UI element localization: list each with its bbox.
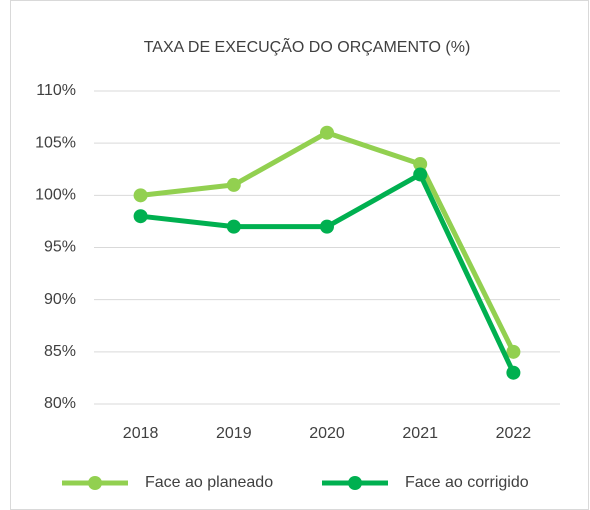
chart-title: TAXA DE EXECUÇÃO DO ORÇAMENTO (%) bbox=[144, 36, 471, 56]
point bbox=[133, 209, 148, 224]
point bbox=[226, 177, 241, 192]
y-tick-label: 80% bbox=[44, 395, 76, 412]
point bbox=[506, 344, 521, 359]
y-tick-label: 100% bbox=[35, 187, 76, 204]
legend-marker bbox=[348, 476, 362, 490]
x-tick-label: 2022 bbox=[496, 425, 532, 442]
point bbox=[320, 125, 334, 140]
point bbox=[506, 365, 521, 380]
point bbox=[320, 219, 334, 234]
chart-frame bbox=[10, 0, 589, 510]
x-tick-label: 2019 bbox=[216, 425, 252, 442]
x-tick-label: 2021 bbox=[402, 425, 438, 442]
point bbox=[133, 188, 148, 203]
y-tick-label: 85% bbox=[44, 343, 76, 360]
y-tick-label: 110% bbox=[36, 82, 76, 99]
y-tick-label: 105% bbox=[35, 134, 76, 151]
point bbox=[226, 219, 241, 234]
legend-label: Face ao corrigido bbox=[405, 474, 529, 491]
y-tick-label: 90% bbox=[44, 291, 76, 308]
point bbox=[413, 157, 428, 172]
legend-marker bbox=[88, 476, 102, 490]
legend-label: Face ao planeado bbox=[145, 474, 273, 491]
x-tick-label: 2020 bbox=[309, 425, 345, 442]
y-tick-label: 95% bbox=[44, 239, 76, 256]
x-tick-label: 2018 bbox=[123, 425, 159, 442]
point bbox=[413, 167, 428, 182]
